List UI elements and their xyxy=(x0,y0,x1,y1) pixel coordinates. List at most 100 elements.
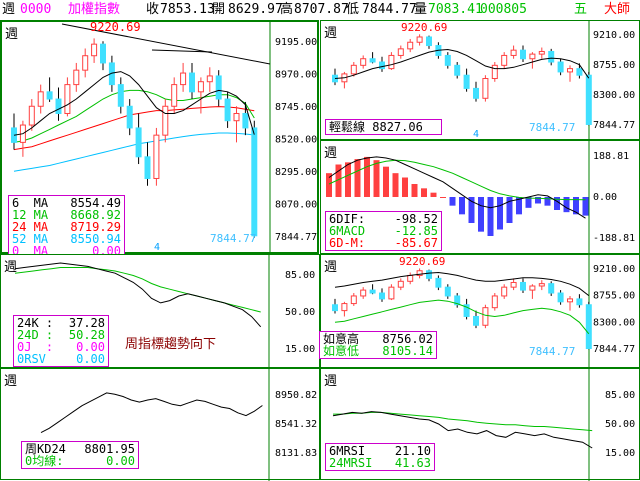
legend-value: 8827.06 xyxy=(372,120,423,134)
legend-row: 6MRSI 21.10 xyxy=(329,445,431,457)
candle-up xyxy=(501,286,508,297)
candle-up xyxy=(153,134,160,179)
candle-down xyxy=(251,127,258,237)
candle-down xyxy=(585,74,592,125)
macd-bar xyxy=(478,197,484,232)
legend-value: 0.00 xyxy=(76,340,105,354)
y-tick-label: 7844.77 xyxy=(593,344,635,355)
quote-header: 週 0000 加權指數 收 7853.13 開 8629.97 高 8707.8… xyxy=(0,0,640,20)
candle-up xyxy=(529,53,536,60)
y-tick-label: 8970.00 xyxy=(275,70,317,81)
candle-down xyxy=(548,283,555,294)
candle-up xyxy=(407,274,414,282)
y-tick-label: 8131.83 xyxy=(275,448,317,459)
stock-code[interactable]: 0000 xyxy=(20,2,52,17)
ruyi-legend: 如意高 8756.02 如意低 8105.14 xyxy=(319,331,437,359)
macd-bar xyxy=(497,197,503,230)
candle-down xyxy=(55,98,62,114)
candle-up xyxy=(397,280,404,288)
candle-down xyxy=(242,112,249,129)
candle-down xyxy=(585,304,592,350)
macd-panel[interactable]: 188.81 0.00 -188.81 週 6DIF: -98.52 6MACD -12.… xyxy=(320,140,640,255)
candle-down xyxy=(557,61,564,73)
legend-name: 52 MA xyxy=(12,232,49,246)
candle-up xyxy=(233,112,240,122)
kd24-chart: 8950.82 8541.32 8131.83 xyxy=(40,369,317,481)
macd-bar xyxy=(440,197,446,198)
candle-down xyxy=(135,127,142,158)
ruyi-low-line xyxy=(334,299,590,335)
macd-bar xyxy=(430,192,437,197)
k24-line xyxy=(14,262,262,328)
legend-row: 周KD24 8801.95 xyxy=(25,443,135,455)
macd-bar xyxy=(335,164,342,197)
legend-row: 0J : 0.00 xyxy=(17,341,105,353)
macd-bar xyxy=(573,197,579,215)
legend-value: 50.28 xyxy=(68,328,105,342)
legend-value: 21.10 xyxy=(394,444,431,458)
macd-bar xyxy=(449,197,456,206)
legend-value: 0.00 xyxy=(106,454,135,468)
peak-label: 9220.69 xyxy=(401,21,447,34)
ma52-line xyxy=(13,132,255,172)
candle-down xyxy=(100,43,106,64)
ruyi-chart: 9210.00 8755.00 8300.00 7844.77 9220.69 7844.… xyxy=(332,255,635,369)
candle-down xyxy=(144,156,151,179)
macd-bar xyxy=(402,177,408,197)
close-value: 7853.13 xyxy=(160,2,215,17)
ruyi-panel[interactable]: 9210.00 8755.00 8300.00 7844.77 9220.69 7844.… xyxy=(319,254,640,369)
mrsi-panel[interactable]: 85.00 50.00 15.00 週 6MRSI 21.10 24MRSI 41.63 xyxy=(320,368,640,481)
y-tick-label: 8300.00 xyxy=(593,90,635,101)
candle-up xyxy=(28,105,35,126)
macd-bar xyxy=(544,197,551,206)
trend-line xyxy=(151,49,213,53)
relax-legend: 輕鬆線 8827.06 xyxy=(325,119,442,135)
last-price-label: 7844.77 xyxy=(210,232,256,245)
candle-down xyxy=(454,64,461,76)
kd-panel[interactable]: 85.00 50.00 15.00 週 24K :37.28 24D :50.28 0J… xyxy=(0,254,320,369)
legend-value: 8668.92 xyxy=(70,208,121,222)
candle-up xyxy=(91,43,98,57)
macd-bar xyxy=(487,197,494,236)
y-tick-label: 0.00 xyxy=(593,192,617,203)
candle-down xyxy=(473,87,479,99)
legend-name: 12 MA xyxy=(12,208,49,222)
macd-line xyxy=(328,159,586,201)
legend-value: 8801.95 xyxy=(84,442,135,456)
candle-up xyxy=(416,270,423,276)
cursor-index-label: 4 xyxy=(473,129,479,140)
relax-line-panel[interactable]: 9210.00 8755.00 8300.00 7844.77 9220.69 7844.… xyxy=(320,20,640,141)
candle-up xyxy=(341,303,348,312)
panel-period-label: 週 xyxy=(4,260,18,275)
legend-name: 6MRSI xyxy=(329,444,366,458)
ma-legend: 6 MA 8554.49 12 MA 8668.92 24 MA 8719.29 52 MA… xyxy=(8,195,125,259)
candle-up xyxy=(510,49,517,56)
candle-down xyxy=(379,61,385,70)
candle-up xyxy=(416,36,423,43)
legend-value: 0.00 xyxy=(76,352,105,366)
legend-row: 12 MA 8668.92 xyxy=(12,209,121,221)
candle-down xyxy=(369,58,376,63)
legend-name: 6MACD xyxy=(329,224,366,238)
y-tick-label: 188.81 xyxy=(593,151,629,162)
kd24-panel[interactable]: 8950.82 8541.32 8131.83 週 周KD24 8801.95 0均線:… xyxy=(0,368,320,481)
candle-down xyxy=(520,49,526,60)
candle-down xyxy=(520,281,526,291)
legend-name: 6 MA xyxy=(12,196,49,210)
macd-bar xyxy=(516,197,522,215)
period-label[interactable]: 週 xyxy=(2,2,16,17)
candle-down xyxy=(426,270,432,279)
candle-up xyxy=(388,286,395,300)
candle-up xyxy=(501,54,508,66)
macd-chart: 188.81 0.00 -188.81 xyxy=(326,141,635,255)
mrsi-chart: 85.00 50.00 15.00 xyxy=(332,369,635,481)
macd-bar xyxy=(554,197,560,210)
main-price-panel[interactable]: 9195.00 8970.00 8745.00 8520.00 8295.00 8070.… xyxy=(0,20,319,259)
ruyi-high-line xyxy=(334,271,590,296)
relax-line xyxy=(334,48,590,79)
stock-name[interactable]: 加權指數 xyxy=(68,2,121,17)
candle-down xyxy=(332,304,338,312)
kd24-legend: 周KD24 8801.95 0均線: 0.00 xyxy=(21,441,139,469)
candle-up xyxy=(491,64,498,80)
candle-up xyxy=(388,54,395,70)
